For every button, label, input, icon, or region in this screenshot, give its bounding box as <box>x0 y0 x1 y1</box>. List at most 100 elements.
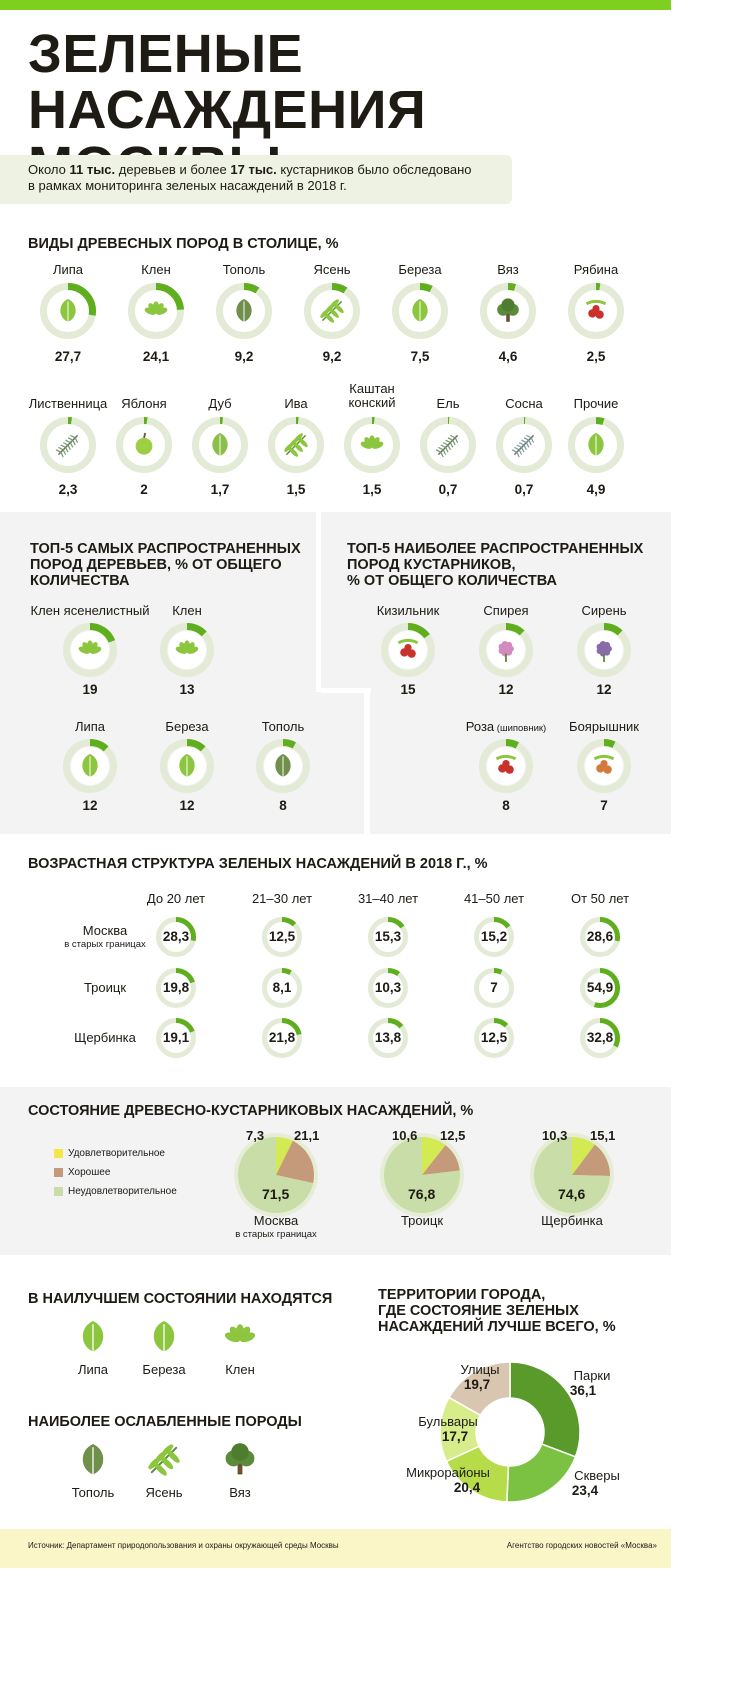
top-shrub-ring <box>381 623 435 677</box>
hawthorn-icon <box>593 754 615 774</box>
species-value: 4,6 <box>498 349 518 364</box>
maple-leaf-icon <box>144 301 168 315</box>
territory-label: Улицы <box>460 1362 500 1377</box>
age-ring-arc <box>262 1018 302 1058</box>
boxelder-leaf-icon <box>78 640 102 654</box>
territory-value: 23,4 <box>571 1483 599 1498</box>
territory-slice <box>506 1443 577 1503</box>
birch-leaf-icon <box>153 1321 175 1355</box>
species-label: Яблоня <box>121 396 167 411</box>
spruce-branch-icon <box>435 434 459 458</box>
species-label: конский <box>348 395 396 410</box>
species-value: 2,3 <box>58 482 78 497</box>
species-label: Клен <box>141 262 171 277</box>
species-ring-arc <box>344 417 400 473</box>
species-ring <box>480 283 536 339</box>
age-value: 32,8 <box>586 1030 614 1045</box>
weak-icon-wrap <box>225 1443 255 1475</box>
footer-bar <box>0 1529 671 1568</box>
age-ring-arc <box>580 968 620 1008</box>
species-ring <box>568 417 624 473</box>
age-ring <box>580 968 620 1008</box>
age-column-header: 21–30 лет <box>251 891 313 906</box>
age-value: 7 <box>490 980 498 995</box>
age-ring <box>262 917 302 957</box>
species-value: 1,5 <box>286 482 306 497</box>
species-label: Липа <box>52 262 84 277</box>
weak-label: Тополь <box>71 1485 115 1500</box>
age-ring <box>262 1018 302 1058</box>
age-ring <box>262 968 302 1008</box>
species-value: 0,7 <box>514 482 534 497</box>
species-ring-arc <box>480 283 536 339</box>
age-ring-arc <box>262 968 302 1008</box>
top-tree-label: Тополь <box>261 719 305 734</box>
age-value: 13,8 <box>374 1030 402 1045</box>
weak-icon-wrap <box>82 1444 104 1478</box>
species-ring <box>268 417 324 473</box>
top-shrubs-title: ТОП-5 НАИБОЛЕЕ РАСПРОСТРАНЕННЫХ ПОРОД КУ… <box>347 541 644 589</box>
top-tree-ring <box>256 739 310 793</box>
rose-hip-icon <box>495 754 517 774</box>
age-ring-arc <box>474 1018 514 1058</box>
species-label: Береза <box>398 262 442 277</box>
species-value: 0,7 <box>438 482 458 497</box>
pie-value-unsatisfactory: 71,5 <box>262 1186 290 1202</box>
species-ring <box>496 417 552 473</box>
age-row-sublabel: в старых границах <box>64 939 146 950</box>
species-label: Ель <box>436 396 460 411</box>
condition-pie <box>530 1133 614 1217</box>
age-ring <box>156 968 196 1008</box>
pie-value-unsatisfactory: 76,8 <box>408 1186 436 1202</box>
age-value: 19,8 <box>162 980 190 995</box>
age-ring-arc <box>156 968 196 1008</box>
age-ring-arc <box>156 917 196 957</box>
species-ring-arc <box>216 283 272 339</box>
weak-label: Вяз <box>229 1485 251 1500</box>
panel-notch <box>316 512 372 692</box>
species-label: Рябина <box>573 262 619 277</box>
panel-divider-lower <box>364 692 370 834</box>
top-tree-ring <box>160 623 214 677</box>
pie-value-satisfactory: 10,3 <box>542 1128 568 1143</box>
top-tree-ring-arc <box>160 739 214 793</box>
species-value: 1,7 <box>210 482 230 497</box>
pie-value-good: 15,1 <box>590 1128 616 1143</box>
panel-divider-step <box>321 688 371 693</box>
species-label: Лиственница <box>28 396 108 411</box>
spirea-icon <box>498 641 514 662</box>
age-value: 12,5 <box>480 1030 508 1045</box>
species-title: ВИДЫ ДРЕВЕСНЫХ ПОРОД В СТОЛИЦЕ, % <box>28 236 339 252</box>
species-label: Сосна <box>505 396 543 411</box>
oak-leaf-icon <box>212 433 228 459</box>
top-shrub-label: Роза (шиповник) <box>465 719 547 735</box>
top-shrub-value: 12 <box>596 682 612 697</box>
maple-leaf-icon <box>224 1324 256 1343</box>
species-value: 24,1 <box>142 349 170 364</box>
species-value: 2 <box>140 482 148 497</box>
species-value: 2,5 <box>586 349 606 364</box>
pie-name: Щербинка <box>541 1213 603 1228</box>
chestnut-leaf-icon <box>360 435 384 449</box>
territory-label: Парки <box>573 1368 611 1383</box>
pie-slice <box>572 1137 595 1175</box>
top-shrub-ring-arc <box>381 623 435 677</box>
species-ring-arc <box>40 417 96 473</box>
larch-branch-icon <box>55 434 79 458</box>
age-ring-arc <box>474 917 514 957</box>
legend-swatch <box>54 1168 63 1177</box>
age-ring <box>368 1018 408 1058</box>
condition-pie <box>380 1133 464 1217</box>
best-icon-wrap <box>153 1321 175 1355</box>
species-label: Прочие <box>573 396 619 411</box>
species-label: Ясень <box>313 262 351 277</box>
territory-value: 36,1 <box>569 1383 597 1398</box>
other-leaf-icon <box>588 433 604 459</box>
age-column-header: 31–40 лет <box>357 891 419 906</box>
age-ring <box>474 968 514 1008</box>
age-ring-arc <box>262 917 302 957</box>
poplar-leaf-icon <box>82 1444 104 1478</box>
condition-pie <box>234 1133 318 1217</box>
weak-icon-wrap <box>148 1444 180 1476</box>
top-tree-ring <box>63 739 117 793</box>
